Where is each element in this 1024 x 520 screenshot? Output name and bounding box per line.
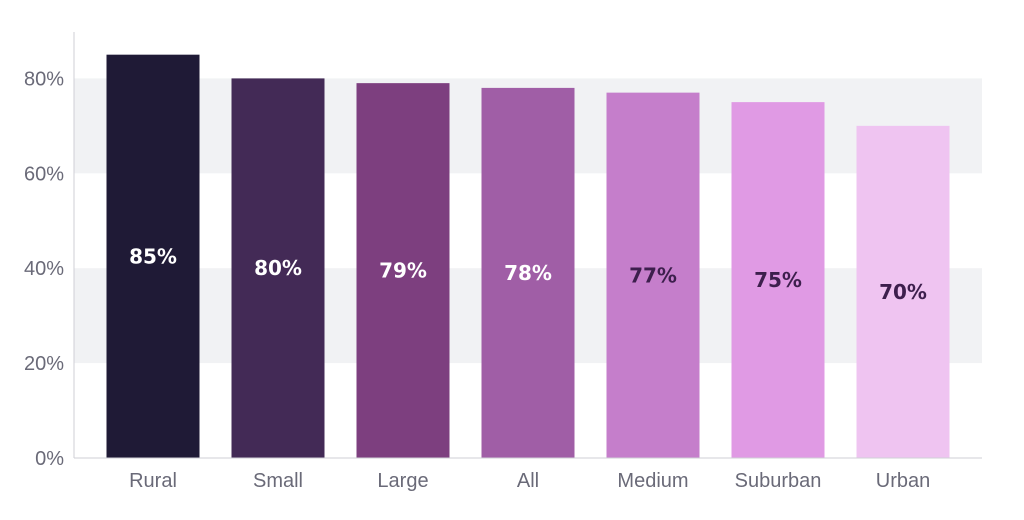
x-label-small: Small (253, 470, 303, 492)
axes-group (73, 32, 982, 459)
x-label-medium: Medium (617, 470, 688, 492)
x-category-labels: Rural Small Large All Medium Suburban Urban (129, 470, 930, 492)
y-tick-labels: 0% 20% 40% 60% 80% (24, 68, 64, 470)
bar-small (231, 78, 325, 459)
bars-group (106, 54, 950, 459)
bar-urban (856, 125, 950, 458)
bar-suburban (731, 102, 825, 458)
y-tick-label: 40% (24, 258, 64, 280)
x-label-rural: Rural (129, 470, 177, 492)
bar-value-label-suburban: 75% (754, 268, 802, 292)
bar-value-label-all: 78% (504, 261, 552, 285)
x-label-suburban: Suburban (735, 470, 822, 492)
bar-value-label-rural: 85% (129, 244, 177, 268)
y-tick-label: 20% (24, 353, 64, 375)
y-tick-label: 80% (24, 68, 64, 90)
bar-value-label-small: 80% (254, 256, 302, 280)
bar-all (481, 87, 575, 458)
x-label-large: Large (377, 470, 428, 492)
bar-medium (606, 92, 700, 458)
x-label-urban: Urban (876, 470, 930, 492)
bar-value-label-urban: 70% (879, 280, 927, 304)
bar-value-labels: 85% 80% 79% 78% 77% 75% 70% (129, 244, 927, 304)
bar-large (356, 83, 450, 459)
x-label-all: All (517, 470, 539, 492)
bar-rural (106, 54, 200, 459)
y-tick-label: 0% (35, 448, 64, 470)
bar-value-label-large: 79% (379, 259, 427, 283)
bar-value-label-medium: 77% (629, 263, 677, 287)
y-tick-label: 60% (24, 163, 64, 185)
